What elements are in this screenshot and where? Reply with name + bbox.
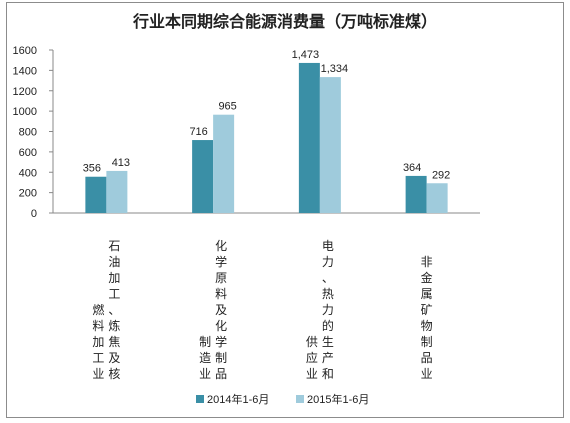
y-tick-label: 600 (19, 147, 37, 159)
category-label-char: 工 (108, 287, 120, 301)
y-tick-label: 1000 (13, 106, 37, 118)
category-label-char: 和 (322, 367, 334, 381)
category-label-char: 力 (322, 303, 334, 317)
chart-title: 行业本同期综合能源消费量（万吨标准煤） (132, 12, 437, 31)
y-tick-label: 1600 (13, 45, 37, 57)
category-label-char: 加 (108, 271, 120, 285)
bar-2014 (298, 62, 320, 213)
data-label: 292 (432, 169, 450, 181)
bar-2014 (192, 140, 214, 213)
category-label-char: 金 (421, 270, 433, 285)
category-label-char: 品 (421, 351, 433, 365)
bar-2015 (426, 183, 448, 213)
y-tick-label: 1400 (13, 65, 37, 77)
category-label-char: 、 (322, 271, 334, 285)
category-label-char: 焦 (108, 335, 120, 349)
bar-2015 (213, 114, 235, 213)
category-label-char: 业 (306, 367, 318, 381)
category-label-char: 矿 (421, 303, 433, 317)
category-label-char: 、 (108, 303, 120, 317)
data-label: 356 (83, 163, 101, 175)
category-label-char: 应 (306, 350, 318, 365)
category-label-char: 业 (92, 367, 104, 381)
data-label: 1,334 (321, 63, 349, 75)
category-label-char: 原 (215, 271, 227, 285)
category-label-char: 业 (199, 367, 211, 381)
category-label-char: 电 (322, 239, 334, 253)
category-label-char: 燃 (92, 302, 104, 317)
category-label-char: 造 (199, 351, 211, 365)
legend-swatch (296, 395, 304, 403)
category-label-char: 及 (215, 303, 227, 317)
category-label-char: 工 (92, 351, 104, 365)
category-label-char: 制 (421, 335, 433, 349)
category-label-char: 的 (322, 318, 334, 333)
category-label-char: 料 (215, 287, 227, 301)
category-label-char: 品 (215, 367, 227, 381)
legend-label: 2015年1-6月 (307, 392, 369, 406)
y-tick-label: 800 (19, 127, 37, 139)
data-label: 965 (218, 101, 236, 113)
category-label-char: 学 (215, 334, 227, 349)
data-label: 1,473 (292, 49, 320, 61)
category-label-char: 热 (322, 287, 334, 301)
y-tick-label: 200 (19, 188, 37, 200)
category-label-char: 化 (215, 319, 227, 333)
category-label-char: 炼 (108, 318, 120, 333)
category-label-char: 加 (92, 335, 104, 349)
y-tick-label: 1200 (13, 86, 37, 98)
bar-2014 (405, 175, 427, 213)
data-label: 364 (403, 162, 421, 174)
data-label: 413 (112, 157, 130, 169)
data-label: 716 (189, 126, 207, 138)
bar-2015 (319, 77, 341, 213)
legend-swatch (196, 395, 204, 403)
category-label-char: 核 (108, 367, 120, 381)
category-label-char: 料 (92, 319, 104, 333)
category-label-char: 供 (306, 335, 318, 349)
legend-label: 2014年1-6月 (207, 392, 269, 406)
category-label-char: 物 (421, 319, 433, 333)
category-label-char: 产 (322, 351, 334, 365)
category-label-char: 石 (108, 239, 120, 253)
y-tick-label: 0 (31, 208, 37, 220)
bar-2014 (85, 176, 107, 213)
category-label-char: 非 (421, 255, 433, 269)
category-label-char: 化 (215, 239, 227, 253)
category-label-char: 业 (421, 367, 433, 381)
category-label-char: 属 (421, 287, 433, 301)
category-label-char: 学 (215, 254, 227, 269)
bar-2015 (106, 170, 128, 213)
category-label-char: 力 (322, 255, 334, 269)
category-label-char: 生 (322, 335, 334, 349)
category-label-char: 油 (108, 255, 120, 269)
category-label-char: 制 (215, 351, 227, 365)
y-tick-label: 400 (19, 167, 37, 179)
category-label-char: 制 (199, 335, 211, 349)
category-label-char: 及 (108, 351, 120, 365)
